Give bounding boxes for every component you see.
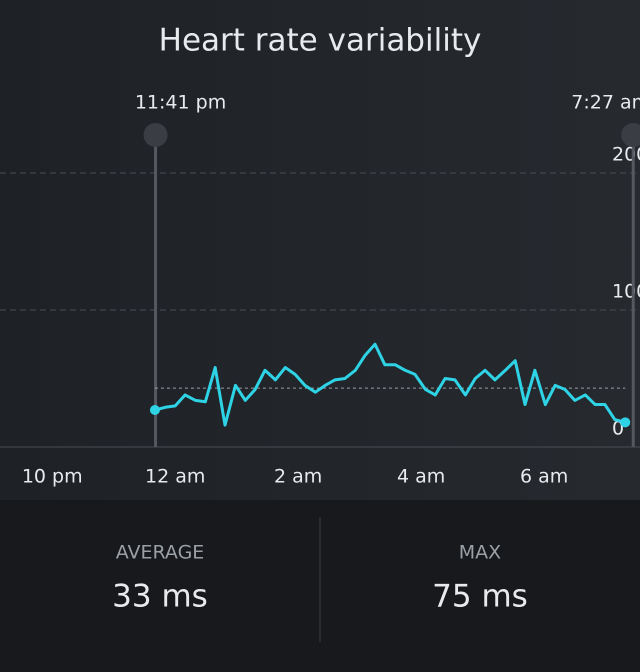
stat-value: 33 ms [112, 579, 208, 615]
chart-background [0, 0, 640, 500]
x-tick-label: 10 pm [22, 466, 83, 488]
stat-label: AVERAGE [116, 542, 205, 564]
x-tick-label: 4 am [397, 466, 445, 488]
x-tick-label: 2 am [274, 466, 322, 488]
sleep-marker-icon [143, 123, 168, 147]
x-tick-label: 6 am [520, 466, 568, 488]
endpoint-dot [149, 405, 160, 416]
hrv-line [154, 342, 626, 427]
sleep-marker-label: 7:27 am [571, 92, 640, 114]
sleep-marker-label: 11:41 pm [135, 92, 226, 114]
x-tick-label: 12 am [145, 466, 205, 488]
sleep-marker-icon [621, 123, 640, 147]
chart-title: Heart rate variability [159, 23, 482, 59]
y-tick-label: 200 [612, 144, 640, 166]
endpoint-dot [620, 417, 631, 428]
stat-value: 75 ms [432, 579, 528, 615]
stat-label: MAX [459, 542, 501, 564]
y-tick-label: 100 [612, 281, 640, 303]
